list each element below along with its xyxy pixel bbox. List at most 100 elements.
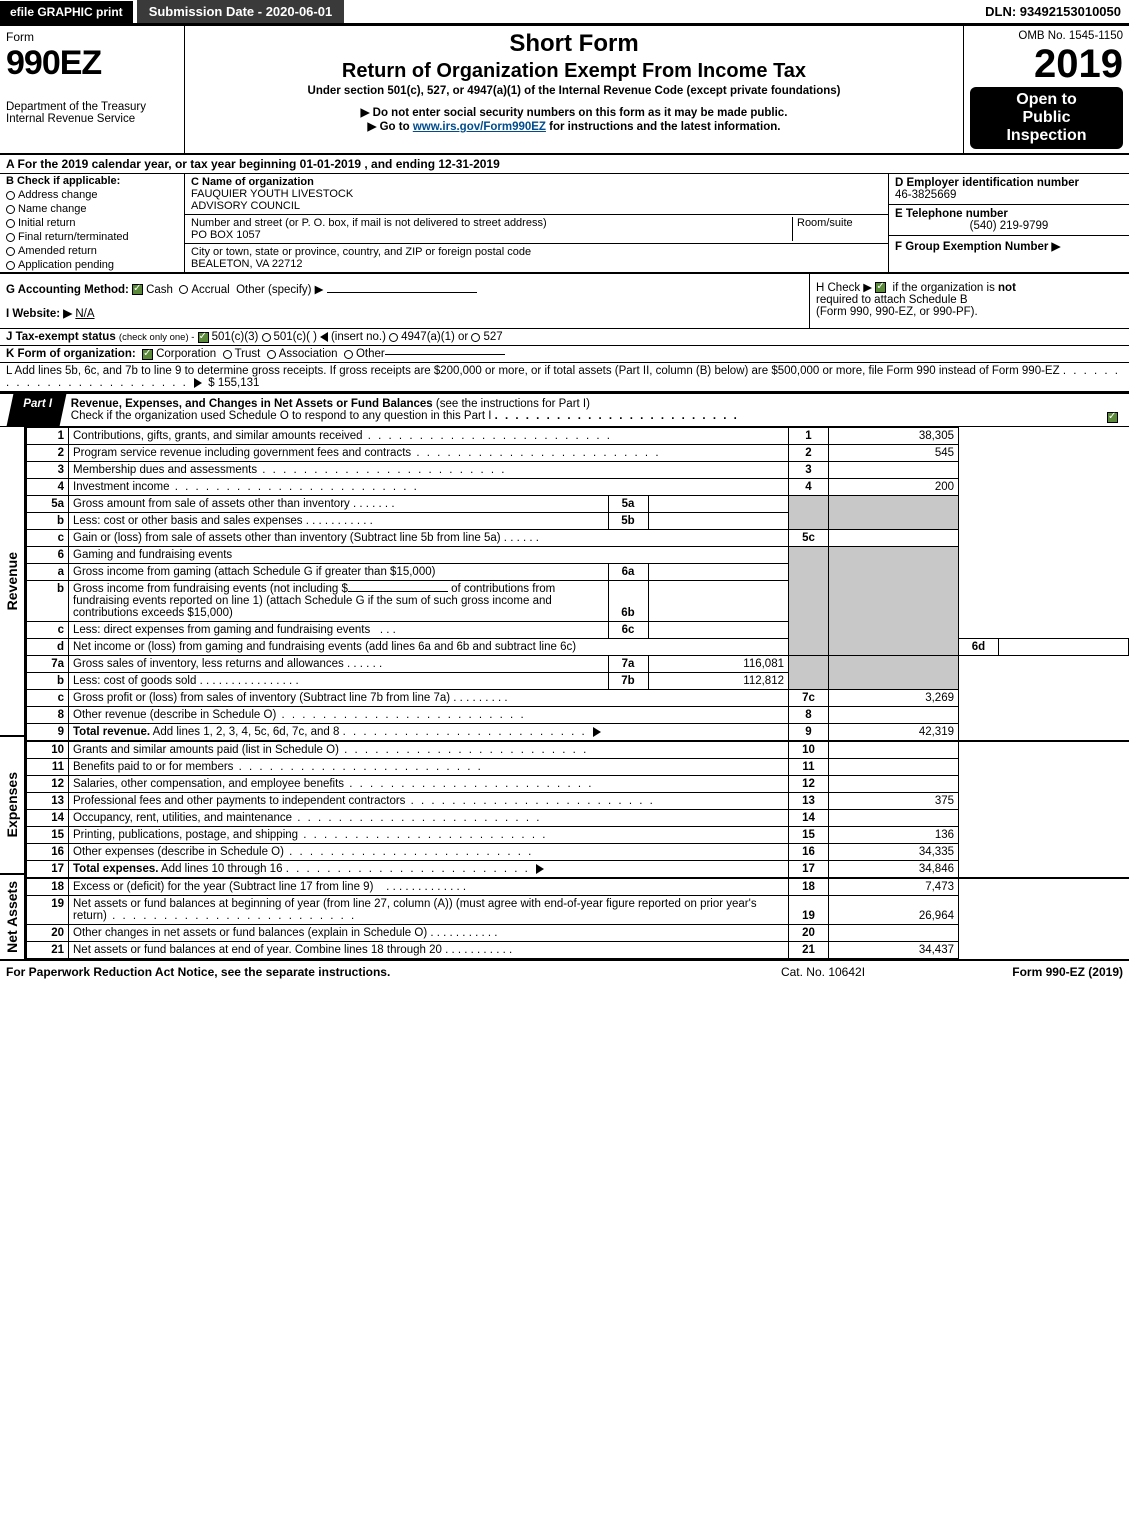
part1-schedo: Check if the organization used Schedule … [71, 410, 492, 422]
chk-4947[interactable] [389, 333, 398, 342]
l-amount: $ 155,131 [208, 377, 259, 389]
irs: Internal Revenue Service [6, 113, 178, 125]
side-revenue: Revenue [4, 552, 20, 610]
h-pre: H Check ▶ [816, 282, 872, 294]
h-text4: (Form 990, 990-EZ, or 990-PF). [816, 306, 978, 318]
part1-tab: Part I [23, 398, 52, 410]
part-1-header: Part I Revenue, Expenses, and Changes in… [0, 393, 1129, 427]
chk-initial[interactable]: Initial return [0, 216, 184, 230]
d-label: D Employer identification number [895, 177, 1079, 189]
f-label: F Group Exemption Number ▶ [895, 241, 1060, 253]
j-sub: (check only one) - [119, 332, 195, 343]
cat-no: Cat. No. 10642I [723, 965, 923, 979]
chk-part1-schedo[interactable] [1107, 412, 1118, 423]
efile-print-btn[interactable]: efile GRAPHIC print [0, 1, 133, 23]
j-501c3: 501(c)(3) [212, 331, 259, 343]
g-label: G Accounting Method: [6, 284, 129, 296]
insert-arrow [320, 332, 328, 342]
j-label: J Tax-exempt status [6, 331, 116, 343]
line-l: L Add lines 5b, 6c, and 7b to line 9 to … [0, 363, 1129, 393]
l-text: L Add lines 5b, 6c, and 7b to line 9 to … [6, 365, 1060, 377]
dln: DLN: 93492153010050 [977, 0, 1129, 23]
j-501c: 501(c)( ) [274, 331, 317, 343]
paperwork-notice: For Paperwork Reduction Act Notice, see … [6, 965, 723, 979]
j-527: 527 [483, 331, 502, 343]
chk-sched-b[interactable] [875, 282, 886, 293]
open-line3: Inspection [974, 127, 1119, 145]
city-label: City or town, state or province, country… [191, 246, 531, 258]
opt-other: Other (specify) ▶ [236, 284, 323, 296]
open-line2: Public [974, 109, 1119, 127]
chk-pending[interactable]: Application pending [0, 258, 184, 272]
goto-note: ▶ Go to www.irs.gov/Form990EZ for instru… [191, 119, 957, 133]
title-return: Return of Organization Exempt From Incom… [191, 60, 957, 83]
opt-accrual: Accrual [191, 284, 229, 296]
chk-501c[interactable] [262, 333, 271, 342]
opt-cash: Cash [146, 284, 173, 296]
chk-cash[interactable] [132, 284, 143, 295]
chk-final[interactable]: Final return/terminated [0, 230, 184, 244]
org-name-2: ADVISORY COUNCIL [191, 200, 300, 212]
open-to-public: Open to Public Inspection [970, 87, 1123, 149]
h-text2: if the organization is [893, 282, 998, 294]
k-corp: Corporation [156, 348, 216, 360]
ssn-note: ▶ Do not enter social security numbers o… [191, 105, 957, 119]
side-netassets: Net Assets [4, 881, 20, 953]
top-bar: efile GRAPHIC print Submission Date - 20… [0, 0, 1129, 26]
side-expenses: Expenses [4, 772, 20, 837]
street-label: Number and street (or P. O. box, if mail… [191, 217, 547, 229]
chk-501c3[interactable] [198, 332, 209, 343]
box-b-label: B Check if applicable: [0, 174, 184, 188]
chk-assoc[interactable] [267, 350, 276, 359]
h-not: not [998, 282, 1016, 294]
submission-date: Submission Date - 2020-06-01 [137, 0, 345, 23]
chk-accrual[interactable] [179, 285, 188, 294]
form-ref: Form 990-EZ (2019) [923, 965, 1123, 979]
dept-treasury: Department of the Treasury [6, 101, 178, 113]
form-header: Form 990EZ Department of the Treasury In… [0, 26, 1129, 155]
chk-address[interactable]: Address change [0, 188, 184, 202]
side-labels: Revenue Expenses Net Assets [0, 427, 26, 959]
entity-info: B Check if applicable: Address change Na… [0, 174, 1129, 274]
irs-link[interactable]: www.irs.gov/Form990EZ [413, 121, 546, 133]
page-footer: For Paperwork Reduction Act Notice, see … [0, 959, 1129, 983]
title-short-form: Short Form [191, 30, 957, 58]
k-label: K Form of organization: [6, 348, 136, 360]
omb: OMB No. 1545-1150 [970, 30, 1123, 42]
e-label: E Telephone number [895, 208, 1008, 220]
j-4947: 4947(a)(1) or [401, 331, 468, 343]
h-text3: required to attach Schedule B [816, 294, 968, 306]
phone: (540) 219-9799 [895, 220, 1123, 232]
j-insert: (insert no.) [331, 331, 386, 343]
k-assoc: Association [279, 348, 338, 360]
tax-year: 2019 [970, 42, 1123, 87]
chk-other-org[interactable] [344, 350, 353, 359]
title-section: Under section 501(c), 527, or 4947(a)(1)… [191, 85, 957, 97]
street-value: PO BOX 1057 [191, 229, 261, 241]
tax-period: A For the 2019 calendar year, or tax yea… [0, 155, 1129, 174]
form-number: 990EZ [6, 44, 178, 83]
org-name-1: FAUQUIER YOUTH LIVESTOCK [191, 188, 353, 200]
part1-sub: (see the instructions for Part I) [436, 398, 590, 410]
chk-527[interactable] [471, 333, 480, 342]
chk-corp[interactable] [142, 349, 153, 360]
part1-table: 1Contributions, gifts, grants, and simil… [26, 427, 1129, 959]
line-k: K Form of organization: Corporation Trus… [0, 346, 1129, 363]
line-j: J Tax-exempt status (check only one) - 5… [0, 329, 1129, 346]
c-label: C Name of organization [191, 176, 314, 188]
chk-amended[interactable]: Amended return [0, 244, 184, 258]
k-other: Other [356, 348, 385, 360]
chk-name[interactable]: Name change [0, 202, 184, 216]
chk-trust[interactable] [223, 350, 232, 359]
form-word: Form [6, 30, 178, 44]
city-value: BEALETON, VA 22712 [191, 258, 303, 270]
goto-post: for instructions and the latest informat… [546, 121, 781, 133]
ein: 46-3825669 [895, 189, 956, 201]
k-trust: Trust [235, 348, 261, 360]
open-line1: Open to [974, 91, 1119, 109]
part1-title: Revenue, Expenses, and Changes in Net As… [71, 398, 433, 410]
goto-pre: ▶ Go to [368, 121, 413, 133]
website-value: N/A [75, 308, 94, 320]
i-label: I Website: ▶ [6, 308, 72, 320]
room-suite: Room/suite [792, 217, 882, 241]
